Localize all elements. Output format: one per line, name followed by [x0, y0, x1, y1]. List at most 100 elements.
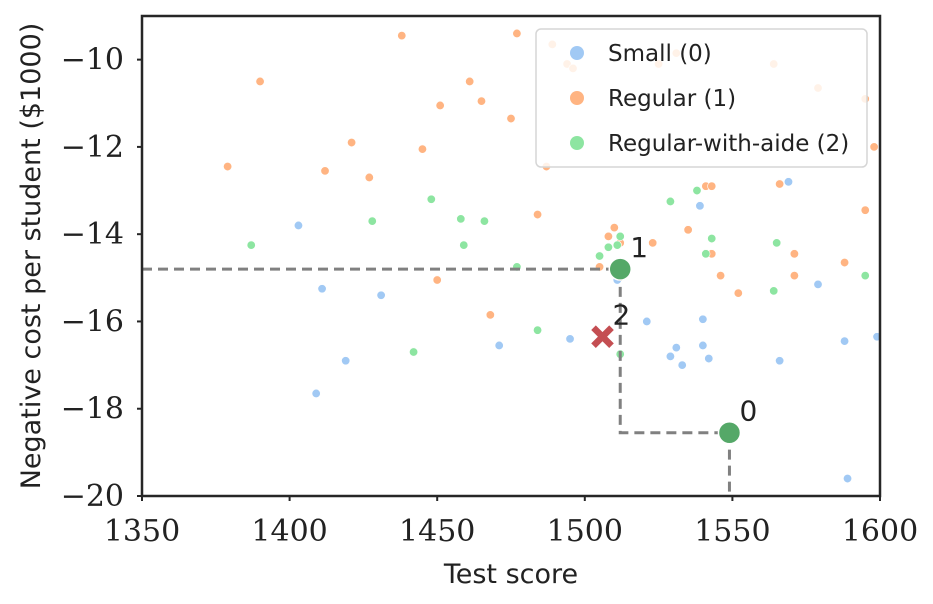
scatter-point-series-2: [612, 240, 622, 250]
y-tick-label: −16: [61, 304, 124, 339]
scatter-point-series-1: [609, 223, 619, 233]
scatter-point-series-2: [479, 216, 489, 226]
scatter-point-series-1: [255, 76, 265, 86]
scatter-point-series-0: [317, 284, 327, 294]
scatter-point-series-0: [695, 201, 705, 211]
scatter-point-series-1: [603, 231, 613, 241]
legend-marker-0: [570, 46, 584, 60]
scatter-point-series-2: [615, 231, 625, 241]
axes: 1350 1400 1450 1500 1550 1600 −20 −18 −16 −14 −12 −…: [61, 14, 918, 549]
x-tick-label: 1450: [399, 514, 475, 549]
scatter-point-series-2: [456, 214, 466, 224]
scatter-point-series-1: [506, 114, 516, 124]
y-axis-title: Negative cost per student ($1000): [16, 23, 47, 490]
x-axis-title: Test score: [443, 559, 578, 590]
scatter-point-series-1: [485, 310, 495, 320]
scatter-point-series-1: [840, 258, 850, 268]
scatter-point-series-1: [707, 181, 717, 191]
scatter-point-series-2: [772, 238, 782, 248]
scatter-point-series-1: [417, 144, 427, 154]
scatter-point-series-2: [769, 286, 779, 296]
scatter-point-series-0: [843, 474, 853, 484]
scatter-point-series-1: [789, 249, 799, 259]
legend-marker-1: [570, 91, 584, 105]
scatter-point-series-1: [435, 100, 445, 110]
scatter-point-series-1: [347, 138, 357, 148]
scatter-point-series-1: [364, 172, 374, 182]
scatter-point-series-0: [311, 388, 321, 398]
scatter-point-series-1: [733, 288, 743, 298]
y-tick-label: −18: [61, 392, 124, 427]
highlight-marker-x-2: [591, 325, 614, 349]
scatter-point-series-2: [665, 196, 675, 206]
legend-label-1: Regular (1): [608, 86, 736, 112]
y-tick-label: −20: [61, 479, 124, 514]
legend-label-2: Regular-with-aide (2): [608, 131, 849, 157]
x-tick-label: 1550: [694, 514, 770, 549]
scatter-point-series-1: [476, 96, 486, 106]
scatter-point-series-1: [533, 210, 543, 220]
scatter-point-series-2: [701, 249, 711, 259]
scatter-point-series-1: [789, 271, 799, 281]
scatter-point-series-0: [698, 314, 708, 324]
legend-marker-2: [570, 136, 584, 150]
scatter-point-series-1: [465, 76, 475, 86]
scatter-point-series-0: [813, 279, 823, 289]
scatter-point-series-0: [341, 356, 351, 366]
scatter-point-series-2: [692, 186, 702, 196]
x-tick-label: 1400: [251, 514, 327, 549]
x-tick-label: 1500: [547, 514, 623, 549]
scatter-point-series-1: [648, 238, 658, 248]
highlight-label-0: 0: [739, 395, 757, 428]
highlight-label-2: 2: [613, 299, 631, 332]
scatter-point-series-1: [775, 179, 785, 189]
scatter-point-series-2: [426, 194, 436, 204]
scatter-point-series-0: [494, 340, 504, 350]
scatter-point-series-2: [246, 240, 256, 250]
scatter-point-series-0: [376, 290, 386, 300]
scatter-point-series-2: [707, 234, 717, 244]
scatter-point-series-2: [603, 242, 613, 252]
scatter-point-series-1: [320, 166, 330, 176]
scatter-point-series-0: [677, 360, 687, 370]
scatter-point-series-1: [432, 275, 442, 285]
highlight-marker-circle-1: [608, 257, 632, 281]
scatter-point-series-1: [512, 28, 522, 38]
scatter-point-series-1: [683, 225, 693, 235]
scatter-point-series-0: [775, 356, 785, 366]
x-tick-label: 1600: [842, 514, 918, 549]
pareto-frontier: [142, 267, 731, 496]
scatter-point-series-2: [595, 251, 605, 261]
scatter-point-series-1: [860, 205, 870, 215]
y-tick-label: −14: [61, 217, 124, 252]
legend: Small (0) Regular (1) Regular-with-aide (2…: [535, 28, 868, 168]
scatter-point-series-0: [872, 332, 880, 342]
y-tick-label: −10: [61, 43, 124, 78]
scatter-point-series-1: [716, 271, 726, 281]
x-tick-label: 1350: [104, 514, 180, 549]
scatter-point-series-2: [860, 271, 870, 281]
highlight-label-1: 1: [630, 231, 648, 264]
scatter-point-series-0: [840, 336, 850, 346]
scatter-point-series-0: [698, 340, 708, 350]
scatter-point-series-2: [367, 216, 377, 226]
scatter-point-series-2: [533, 325, 543, 335]
axes-frame: [140, 14, 882, 498]
legend-box: [535, 28, 868, 168]
scatter-point-series-2: [409, 347, 419, 357]
highlighted-points: 0 1 2: [591, 231, 757, 445]
scatter-point-series-0: [642, 316, 652, 326]
y-tick-label: −12: [61, 130, 124, 165]
scatter-point-series-0: [704, 354, 714, 364]
scatter-point-series-0: [665, 351, 675, 361]
scatter-point-series-1: [397, 31, 407, 41]
scatter-point-series-1: [869, 142, 879, 152]
scatter-point-series-2: [459, 240, 469, 250]
legend-label-0: Small (0): [608, 41, 712, 67]
frontier-line: [142, 267, 731, 496]
scatter-point-series-0: [565, 334, 575, 344]
highlight-marker-circle-0: [717, 420, 742, 445]
scatter-point-series-1: [223, 162, 233, 172]
scatter-point-series-0: [783, 177, 793, 187]
